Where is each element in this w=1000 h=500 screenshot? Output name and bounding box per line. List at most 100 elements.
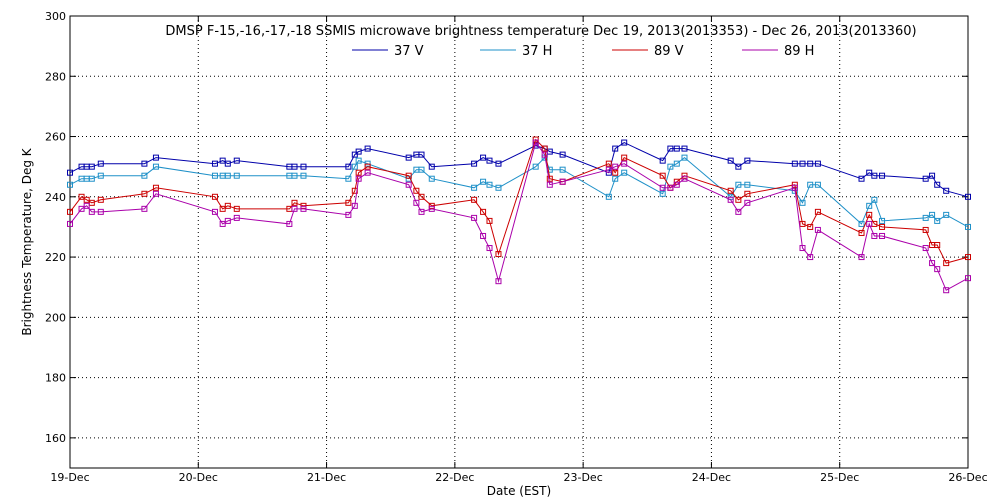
data-point (141, 190, 148, 197)
data-point (673, 145, 680, 152)
data-point (418, 208, 425, 215)
data-point (879, 223, 886, 230)
data-point (233, 172, 240, 179)
data-point (486, 245, 493, 252)
data-point (152, 163, 159, 170)
grid-lines (70, 16, 968, 468)
data-point (413, 187, 420, 194)
data-point (495, 278, 502, 285)
data-point (612, 145, 619, 152)
data-point (546, 148, 553, 155)
data-point (405, 172, 412, 179)
data-point (233, 214, 240, 221)
data-point (300, 163, 307, 170)
data-point (219, 157, 226, 164)
data-point (934, 266, 941, 273)
data-point (224, 172, 231, 179)
plot-frame (69, 15, 969, 469)
data-point (727, 157, 734, 164)
data-point (659, 184, 666, 191)
data-point (152, 184, 159, 191)
data-point (965, 254, 971, 261)
data-point (495, 251, 502, 258)
data-point (532, 139, 539, 146)
data-point (922, 245, 929, 252)
data-point (291, 163, 298, 170)
series-37-v (67, 139, 971, 200)
data-point (943, 260, 950, 267)
data-point (418, 151, 425, 158)
data-point (471, 184, 478, 191)
data-point (88, 208, 95, 215)
data-point (807, 223, 814, 230)
x-axis-title: Date (EST) (487, 484, 551, 498)
data-point (471, 160, 478, 167)
data-point (727, 196, 734, 203)
data-point (355, 148, 362, 155)
data-point (744, 190, 751, 197)
data-point (681, 154, 688, 161)
data-point (532, 163, 539, 170)
data-point (612, 163, 619, 170)
data-point (673, 160, 680, 167)
data-point (480, 208, 487, 215)
x-tick-label: 21-Dec (307, 471, 346, 484)
data-point (486, 181, 493, 188)
data-point (351, 202, 358, 209)
x-tick-label: 20-Dec (179, 471, 218, 484)
data-point (97, 172, 104, 179)
data-point (858, 254, 865, 261)
data-point (922, 175, 929, 182)
data-point (233, 157, 240, 164)
data-point (965, 193, 971, 200)
data-point (559, 166, 566, 173)
data-point (929, 260, 936, 267)
data-point (681, 175, 688, 182)
data-point (78, 193, 85, 200)
data-point (791, 184, 798, 191)
data-point (744, 157, 751, 164)
data-point (355, 169, 362, 176)
data-point (351, 163, 358, 170)
data-point (965, 223, 971, 230)
data-point (97, 196, 104, 203)
data-point (807, 181, 814, 188)
data-point (88, 175, 95, 182)
data-point (428, 205, 435, 212)
data-point (879, 172, 886, 179)
series-37-h (67, 154, 971, 230)
data-point (799, 220, 806, 227)
data-point (486, 217, 493, 224)
data-point (735, 163, 742, 170)
data-point (345, 199, 352, 206)
legend: 37 V 37 H 89 V 89 H (352, 44, 814, 59)
data-point (67, 208, 73, 215)
data-point (866, 202, 873, 209)
data-point (727, 187, 734, 194)
data-point (141, 205, 148, 212)
y-tick-label: 280 (45, 70, 66, 83)
series-line (69, 142, 969, 198)
data-point (219, 205, 226, 212)
data-point (211, 193, 218, 200)
series-89-v (67, 136, 971, 267)
data-point (965, 275, 971, 282)
data-point (879, 232, 886, 239)
data-point (929, 172, 936, 179)
data-point (364, 169, 371, 176)
data-point (97, 208, 104, 215)
data-point (364, 160, 371, 167)
data-point (286, 220, 293, 227)
data-point (141, 160, 148, 167)
data-point (471, 214, 478, 221)
data-point (791, 160, 798, 167)
data-point (871, 232, 878, 239)
data-point (78, 205, 85, 212)
data-point (929, 211, 936, 218)
data-point (667, 145, 674, 152)
data-point (922, 226, 929, 233)
data-point (934, 181, 941, 188)
data-point (219, 220, 226, 227)
y-tick-label: 200 (45, 311, 66, 324)
legend-label: 37 H (522, 44, 552, 59)
